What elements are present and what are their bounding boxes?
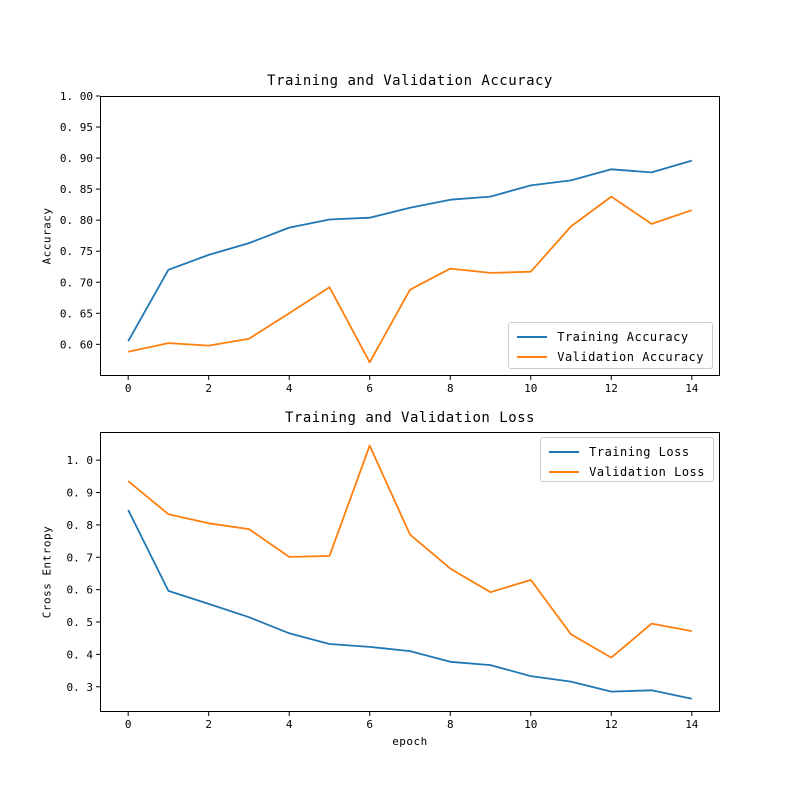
legend-label: Validation Accuracy xyxy=(557,350,704,364)
top-x-tick-label: 12 xyxy=(605,382,618,395)
bottom-axes-frame xyxy=(100,432,720,712)
bottom-chart-title: Training and Validation Loss xyxy=(284,410,535,426)
bottom-chart-ylabel: Cross Entropy xyxy=(40,525,54,619)
bottom-chart-xlabel: epoch xyxy=(392,735,428,748)
top-y-tick-label: 0. 65 xyxy=(60,307,93,320)
bottom-x-tick-label: 10 xyxy=(524,718,537,731)
top-y-tick-label: 1. 00 xyxy=(60,90,93,103)
bottom-y-tick-label: 0. 4 xyxy=(67,648,94,661)
top-y-tick-label: 0. 80 xyxy=(60,214,93,227)
top-chart-legend: Training Accuracy Validation Accuracy xyxy=(508,322,713,369)
bottom-x-tick-label: 0 xyxy=(125,718,132,731)
top-x-tick-label: 4 xyxy=(286,382,293,395)
bottom-y-tick-label: 0. 7 xyxy=(67,551,94,564)
bottom-x-tick-label: 12 xyxy=(605,718,618,731)
legend-item-validation-accuracy: Validation Accuracy xyxy=(517,349,704,365)
top-y-tick-label: 0. 60 xyxy=(60,338,93,351)
legend-item-training-accuracy: Training Accuracy xyxy=(517,329,704,345)
bottom-x-tick-label: 4 xyxy=(286,718,293,731)
top-x-tick-label: 10 xyxy=(524,382,537,395)
top-y-tick-label: 0. 95 xyxy=(60,121,93,134)
bottom-y-tick-label: 0. 3 xyxy=(67,681,94,694)
top-chart-ylabel: Accuracy xyxy=(40,207,54,265)
top-y-tick-label: 0. 70 xyxy=(60,276,93,289)
legend-label: Training Accuracy xyxy=(557,330,689,344)
legend-item-validation-loss: Validation Loss xyxy=(549,464,705,480)
training-accuracy-line-sample-icon xyxy=(517,336,548,338)
validation-loss-line xyxy=(127,444,692,659)
top-axes-frame xyxy=(100,96,720,376)
top-y-tick-label: 0. 90 xyxy=(60,152,93,165)
training-loss-line xyxy=(127,509,692,700)
top-x-tick-label: 2 xyxy=(205,382,212,395)
top-x-tick-label: 6 xyxy=(366,382,373,395)
training-accuracy-line xyxy=(127,159,693,342)
bottom-y-tick-label: 0. 8 xyxy=(67,519,94,532)
top-x-tick-label: 14 xyxy=(685,382,699,395)
validation-loss-line-sample-icon xyxy=(549,471,580,473)
bottom-y-tick-label: 0. 6 xyxy=(67,584,94,597)
top-y-tick-label: 0. 75 xyxy=(60,245,93,258)
bottom-y-tick-label: 0. 9 xyxy=(67,487,94,500)
bottom-chart-legend: Training Loss Validation Loss xyxy=(540,437,714,482)
bottom-y-tick-label: 0. 5 xyxy=(67,616,94,629)
bottom-x-tick-label: 14 xyxy=(685,718,699,731)
top-x-tick-label: 0 xyxy=(125,382,132,395)
bottom-x-tick-label: 8 xyxy=(447,718,454,731)
bottom-x-tick-label: 6 xyxy=(366,718,373,731)
training-loss-line-sample-icon xyxy=(549,451,580,453)
legend-label: Validation Loss xyxy=(589,465,705,479)
top-chart-title: Training and Validation Accuracy xyxy=(267,73,553,89)
top-y-tick-label: 0. 85 xyxy=(60,183,93,196)
bottom-x-tick-label: 2 xyxy=(205,718,212,731)
top-x-tick-label: 8 xyxy=(447,382,454,395)
bottom-y-tick-label: 1. 0 xyxy=(67,454,94,467)
legend-label: Training Loss xyxy=(589,445,690,459)
legend-item-training-loss: Training Loss xyxy=(549,444,705,460)
validation-accuracy-line xyxy=(128,195,693,364)
validation-accuracy-line-sample-icon xyxy=(517,356,548,358)
